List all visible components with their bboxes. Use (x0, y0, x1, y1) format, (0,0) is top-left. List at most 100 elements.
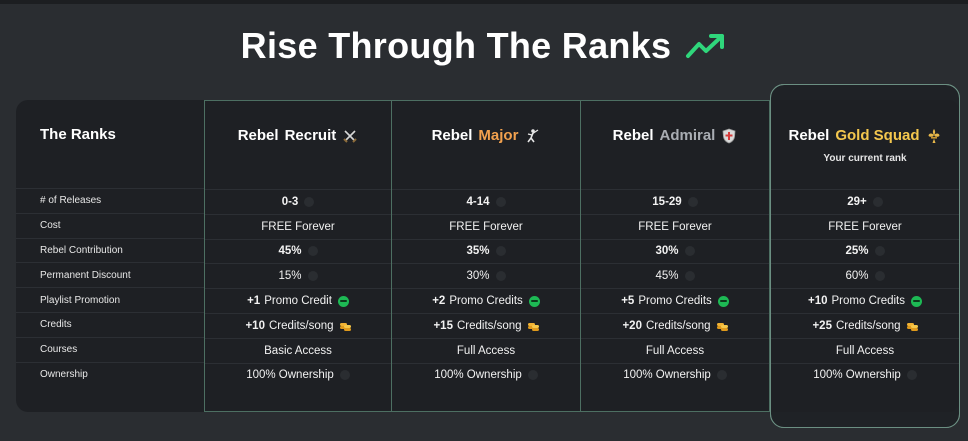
spotify-icon (911, 295, 922, 307)
discount-value: 30% (466, 270, 490, 283)
credits-text: Credits/song (645, 319, 711, 332)
info-dot (684, 246, 695, 257)
credits-text: Credits/song (835, 319, 901, 332)
row-label: Cost (16, 212, 204, 238)
rank-rows: 0-3 FREE Forever 45% 15% +1 Promo Credit … (205, 189, 391, 387)
contribution-cell: 45% (205, 238, 391, 264)
ownership-value: 100% Ownership (434, 369, 522, 382)
contribution-value: 35% (466, 245, 490, 258)
promotion-text: Promo Credits (638, 295, 712, 308)
shield-icon (722, 128, 736, 143)
promotion-text: Promo Credit (264, 295, 332, 308)
contribution-value: 25% (845, 245, 869, 258)
row-label: Permanent Discount (16, 262, 204, 287)
discount-value: 45% (655, 270, 679, 283)
promotion-cell: +1 Promo Credit (205, 288, 391, 313)
credits-text: Credits/song (456, 319, 522, 332)
fleur-de-lis-icon (928, 128, 940, 143)
cost-cell: FREE Forever (771, 213, 959, 239)
promotion-amount: +1 (247, 295, 261, 308)
info-dot (495, 196, 506, 207)
row-label: Credits (16, 311, 204, 337)
info-dot (339, 370, 350, 381)
rank-name-prefix: Rebel (788, 127, 830, 144)
courses-cell: Full Access (771, 337, 959, 363)
row-label: Courses (16, 336, 204, 362)
cost-value: FREE Forever (638, 220, 712, 233)
contribution-cell: 25% (771, 238, 959, 264)
discount-cell: 60% (771, 263, 959, 288)
releases-cell: 29+ (771, 189, 959, 214)
promotion-text: Promo Credits (449, 295, 523, 308)
info-dot (307, 246, 318, 257)
releases-cell: 15-29 (581, 189, 769, 214)
releases-value: 15-29 (652, 195, 682, 208)
spotify-icon (337, 295, 349, 307)
row-label: Ownership (16, 361, 204, 387)
contribution-cell: 35% (392, 238, 580, 264)
top-bar (0, 0, 968, 4)
rank-name-suffix: Admiral (659, 127, 716, 144)
courses-cell: Basic Access (205, 337, 391, 363)
rank-rows: 15-29 FREE Forever 30% 45% +5 Promo Credi… (581, 189, 769, 387)
credits-amount: +10 (245, 319, 265, 332)
info-dot (716, 370, 727, 381)
promotion-amount: +10 (807, 295, 828, 308)
rank-rows: 29+ FREE Forever 25% 60% +10 Promo Credit… (771, 189, 959, 387)
discount-cell: 45% (581, 263, 769, 288)
current-rank-column: Rebel Gold Squad Your current rank 29+ F… (770, 84, 960, 428)
row-label: Rebel Contribution (16, 237, 204, 263)
discount-value: 15% (278, 270, 302, 283)
cost-cell: FREE Forever (205, 213, 391, 239)
releases-value: 4-14 (466, 195, 490, 208)
coins-icon (906, 321, 918, 331)
spotify-icon (528, 295, 540, 307)
ownership-cell: 100% Ownership (392, 362, 580, 388)
cost-cell: FREE Forever (392, 213, 580, 239)
info-dot (684, 271, 695, 282)
discount-cell: 30% (392, 263, 580, 288)
credits-cell: +25 Credits/song (771, 312, 959, 338)
credits-cell: +15 Credits/song (392, 312, 580, 338)
credits-cell: +10 Credits/song (205, 312, 391, 338)
courses-cell: Full Access (581, 337, 769, 363)
title-row: Rise Through The Ranks (0, 22, 968, 70)
crossed-swords-icon (343, 129, 357, 143)
spotify-icon (717, 295, 729, 307)
ownership-value: 100% Ownership (813, 369, 901, 382)
rank-header: Rebel Admiral (581, 127, 769, 144)
page-title: Rise Through The Ranks (240, 25, 672, 66)
trending-up-icon (686, 34, 725, 58)
rank-rows: 4-14 FREE Forever 35% 30% +2 Promo Credit… (392, 189, 580, 387)
releases-value: 29+ (847, 195, 867, 208)
rank-header: Rebel Recruit (205, 127, 391, 144)
info-dot (527, 370, 538, 381)
info-dot (874, 246, 885, 257)
rank-name-prefix: Rebel (431, 127, 473, 144)
ownership-value: 100% Ownership (246, 369, 334, 382)
rank-name-suffix: Gold Squad (835, 127, 920, 144)
rank-name-prefix: Rebel (237, 127, 279, 144)
promotion-cell: +2 Promo Credits (392, 288, 580, 313)
credits-amount: +25 (812, 319, 832, 332)
releases-cell: 0-3 (205, 189, 391, 214)
credits-cell: +20 Credits/song (581, 312, 769, 338)
courses-value: Full Access (835, 344, 895, 357)
courses-value: Full Access (456, 344, 516, 357)
label-rows: # of Releases Cost Rebel Contribution Pe… (16, 188, 204, 386)
promotion-text: Promo Credits (831, 295, 906, 308)
contribution-value: 30% (655, 245, 679, 258)
fencer-icon (527, 128, 539, 142)
courses-value: Basic Access (264, 344, 332, 357)
info-dot (304, 196, 315, 207)
cost-value: FREE Forever (828, 220, 902, 233)
rank-header: Rebel Major (392, 127, 580, 144)
info-dot (495, 271, 506, 282)
info-dot (495, 246, 506, 257)
credits-amount: +15 (433, 319, 453, 332)
rank-name-suffix: Recruit (284, 127, 337, 144)
promotion-amount: +5 (621, 295, 635, 308)
credits-amount: +20 (622, 319, 642, 332)
releases-value: 0-3 (281, 195, 299, 208)
credits-text: Credits/song (268, 319, 334, 332)
